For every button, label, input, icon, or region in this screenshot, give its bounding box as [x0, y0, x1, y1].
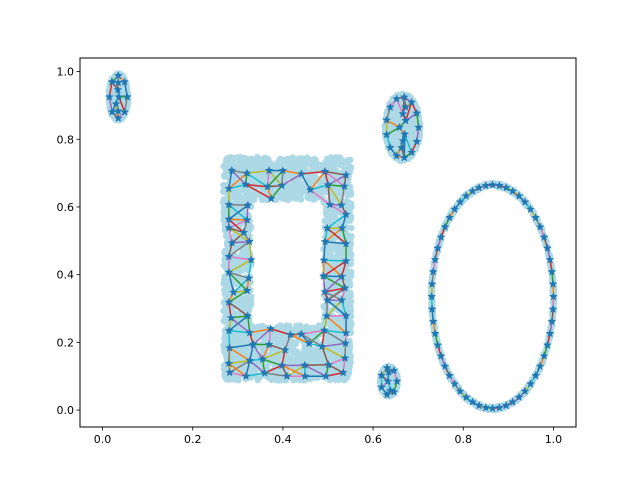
cloud-point [251, 180, 259, 188]
cloud-point [347, 354, 354, 361]
cloud-point [221, 335, 228, 342]
cloud-point [285, 195, 293, 203]
cloud-point [292, 189, 300, 196]
cloud-point [343, 197, 351, 205]
cloud-point [221, 172, 228, 179]
cloud-point [344, 364, 351, 372]
cloud-point [347, 320, 355, 327]
cloud-point [409, 116, 416, 124]
cloud-point [317, 192, 324, 200]
cloud-point [292, 339, 300, 346]
cloud-point [235, 376, 242, 384]
cloud-point [247, 294, 255, 301]
cloud-point [221, 276, 228, 284]
cloud-point [251, 333, 259, 341]
cloud-point [284, 357, 292, 364]
cloud-point [300, 188, 308, 195]
cloud-point [324, 245, 332, 252]
cloud-point [287, 338, 295, 346]
cloud-point [221, 262, 229, 270]
cloud-point [328, 155, 336, 162]
cloud-point [317, 354, 325, 361]
cloud-point [225, 154, 232, 162]
cloud-point [409, 128, 416, 135]
cloud-point [302, 328, 310, 336]
cloud-point [256, 156, 264, 164]
cloud-point [230, 155, 237, 163]
cloud-point [323, 217, 330, 225]
cloud-point [345, 247, 353, 255]
cloud-point [289, 163, 297, 170]
cloud-point [221, 247, 229, 255]
cloud-point [297, 354, 304, 362]
cloud-point [220, 208, 227, 216]
cloud-point [221, 291, 229, 298]
cloud-point [338, 156, 345, 164]
cloud-point [244, 192, 251, 200]
cloud-point [346, 156, 354, 164]
cloud-point [299, 156, 307, 164]
cloud-point [236, 192, 243, 200]
cloud-point [331, 244, 338, 252]
cloud-point [275, 158, 282, 166]
cloud-point [391, 115, 398, 122]
cloud-point [238, 158, 245, 165]
cloud-point [119, 85, 126, 92]
cloud-point [306, 157, 313, 165]
cloud-point [346, 279, 353, 286]
cloud-point [347, 224, 355, 232]
cloud-point [347, 163, 354, 171]
cloud-point [245, 159, 252, 167]
cloud-point [258, 196, 266, 204]
cloud-point [296, 179, 304, 187]
cloud-point [265, 156, 272, 163]
cloud-point [246, 300, 254, 308]
cloud-point [315, 161, 323, 168]
cloud-point [347, 215, 355, 222]
cloud-point [346, 272, 354, 280]
cloud-point [220, 299, 228, 306]
cloud-point [290, 326, 297, 334]
cloud-point [310, 196, 318, 203]
cloud-point [296, 324, 303, 331]
